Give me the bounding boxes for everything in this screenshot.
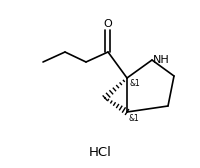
Text: &1: &1 [129, 79, 140, 88]
Text: HCl: HCl [88, 145, 111, 158]
Text: O: O [103, 19, 112, 29]
Text: NH: NH [152, 55, 169, 65]
Text: &1: &1 [128, 114, 139, 123]
